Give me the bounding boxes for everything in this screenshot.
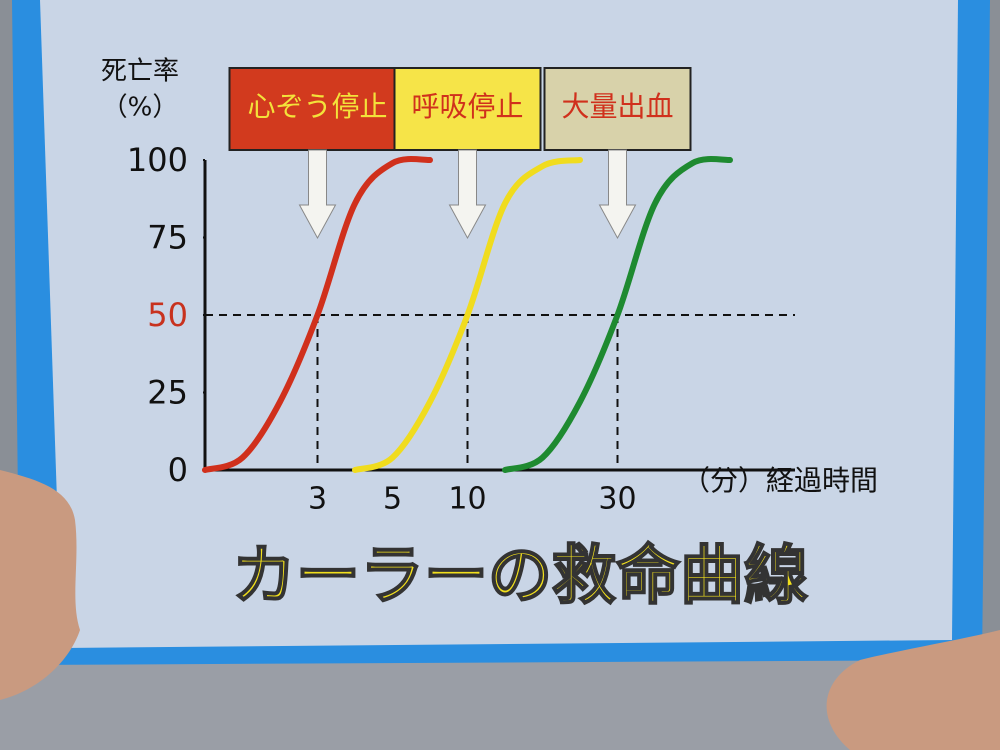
series-label-box	[228, 67, 407, 151]
y-unit: （%）	[102, 93, 179, 123]
y-tick-label: 50	[147, 296, 188, 334]
x-tick-label: 30	[598, 482, 636, 517]
arrow	[298, 149, 337, 240]
arrow	[448, 149, 487, 240]
chart-title: カーラーの救命曲線	[232, 540, 808, 614]
curve	[502, 156, 733, 473]
curve	[202, 156, 433, 473]
left-hand	[0, 470, 80, 700]
x-tick-label: 10	[448, 482, 486, 517]
x-tick-label: 5	[383, 482, 402, 517]
series-label-box	[393, 67, 542, 151]
right-hand	[826, 630, 1000, 750]
legend-label: 大量出血	[561, 90, 673, 123]
x-tick-label: 3	[308, 482, 327, 517]
curve	[352, 157, 583, 473]
y-tick-label: 100	[127, 141, 188, 179]
y-label: 死亡率	[101, 57, 179, 87]
arrow	[598, 149, 637, 240]
series-label-box	[543, 67, 692, 151]
legend-label: 心ぞう停止	[247, 90, 387, 123]
y-tick-label: 25	[147, 374, 188, 412]
y-tick-label: 75	[147, 219, 188, 257]
y-tick-label: 0	[168, 451, 188, 489]
legend-label: 呼吸停止	[411, 90, 523, 123]
